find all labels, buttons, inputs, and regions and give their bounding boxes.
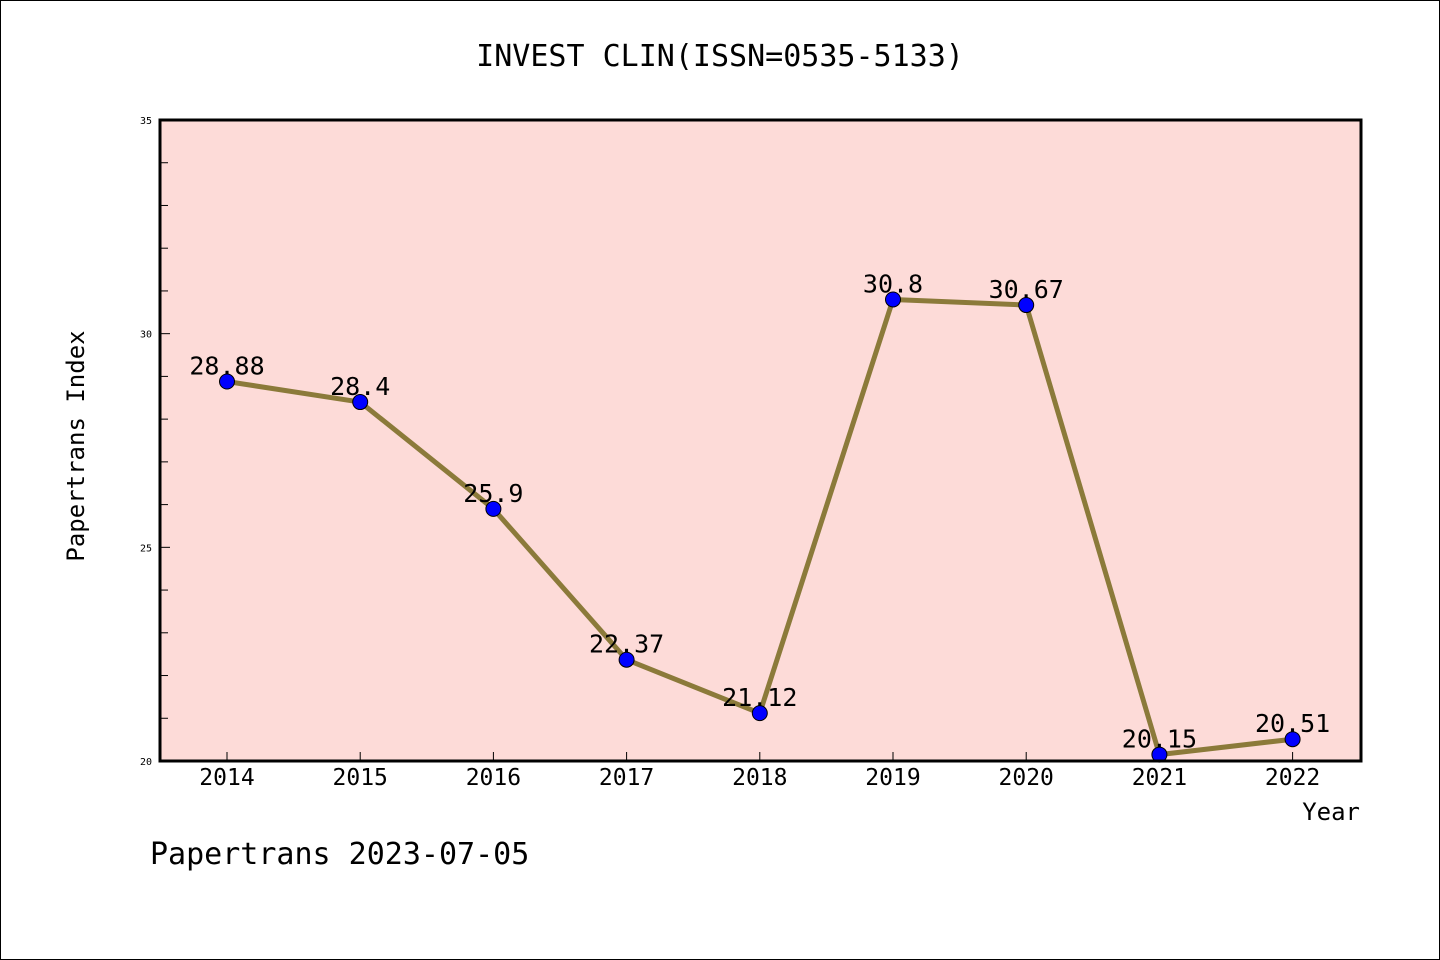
x-tick-label: 2020	[999, 765, 1054, 791]
x-axis-ticks: 2014 2015 2016 2017 2018 2019 2020 2021 2022	[199, 752, 1320, 791]
plot-border	[158, 118, 1363, 763]
x-tick-label: 2015	[333, 765, 388, 791]
data-point	[1284, 731, 1301, 748]
data-point	[1018, 297, 1035, 314]
data-label: 22.37	[589, 630, 664, 659]
data-points	[219, 291, 1301, 763]
x-tick-label: 2022	[1265, 765, 1320, 791]
data-point	[352, 394, 369, 411]
data-point	[485, 500, 502, 517]
y-tick-label: 20	[140, 757, 152, 768]
data-point	[751, 705, 768, 722]
y-axis-title: Papertrans Index	[62, 330, 90, 561]
y-tick-label: 30	[140, 330, 152, 341]
y-tick-label: 35	[140, 116, 152, 127]
data-label: 28.88	[189, 352, 264, 381]
data-point	[219, 373, 235, 390]
x-axis-title: Year	[1302, 798, 1360, 826]
x-tick-label: 2018	[732, 765, 787, 791]
data-labels: 28.88 28.4 25.9 22.37 21.12 30.8 30.67 20.15 20.…	[189, 269, 1330, 753]
x-tick-label: 2014	[199, 765, 254, 791]
chart-title: INVEST CLIN(ISSN=0535-5133)	[476, 39, 964, 74]
plot-area	[160, 120, 1361, 761]
data-label: 30.8	[863, 269, 923, 298]
data-label: 25.9	[463, 479, 523, 508]
x-tick-label: 2019	[865, 765, 920, 791]
data-point	[885, 291, 901, 308]
data-label: 21.12	[722, 683, 797, 712]
data-label: 28.4	[330, 372, 390, 401]
data-point	[618, 651, 635, 668]
footer-text: Papertrans 2023-07-05	[150, 837, 529, 872]
x-tick-label: 2021	[1132, 765, 1187, 791]
y-tick-label: 25	[140, 543, 152, 554]
data-label: 30.67	[989, 275, 1064, 304]
data-label: 20.15	[1122, 725, 1197, 754]
data-label: 20.51	[1255, 709, 1330, 738]
x-tick-label: 2017	[599, 765, 654, 791]
x-tick-label: 2016	[466, 765, 521, 791]
